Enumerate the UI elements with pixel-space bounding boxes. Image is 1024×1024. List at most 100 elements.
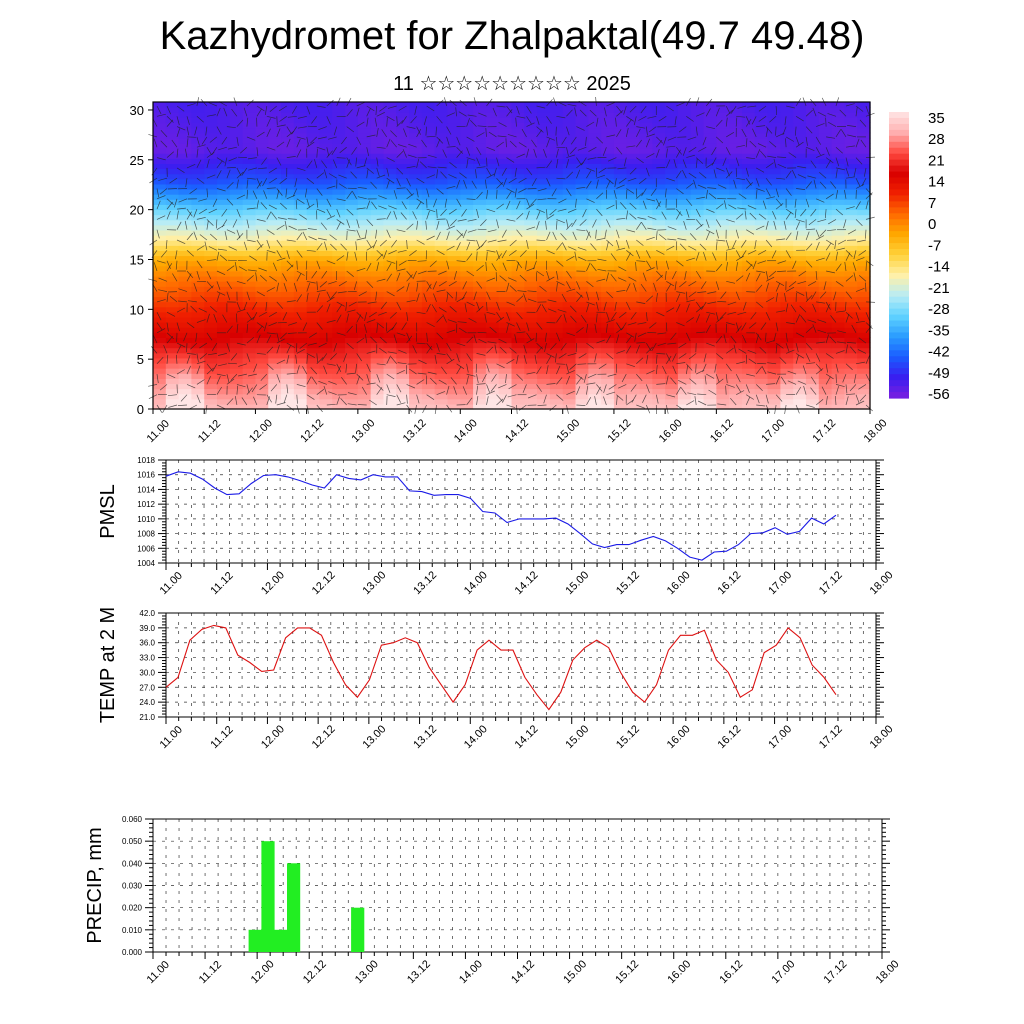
- wind-barb: [431, 304, 437, 313]
- heatmap-cell: [217, 316, 231, 323]
- heatmap-cell: [345, 163, 359, 170]
- wind-barb: [855, 301, 861, 310]
- heatmap-cell: [409, 342, 423, 349]
- wind-barb: [355, 323, 358, 333]
- heatmap-cell: [473, 122, 487, 129]
- heatmap-cell: [268, 286, 282, 292]
- heatmap-cell: [421, 214, 436, 221]
- heatmap-cell: [255, 250, 269, 257]
- heatmap-cell: [601, 352, 615, 359]
- wind-barb: [316, 188, 323, 196]
- heatmap-cell: [409, 378, 423, 385]
- heatmap-cell: [268, 352, 282, 359]
- heatmap-cell: [409, 224, 423, 231]
- wind-barb: [321, 270, 328, 279]
- heatmap-cell: [665, 137, 679, 144]
- heatmap-cell: [460, 229, 474, 236]
- heatmap-cell: [345, 306, 359, 313]
- heatmap-cell: [434, 245, 449, 251]
- wind-barb: [556, 363, 566, 365]
- heatmap-cell: [306, 107, 321, 113]
- heatmap-cell: [818, 260, 833, 267]
- wind-barb: [750, 311, 757, 320]
- heatmap-cell: [473, 163, 487, 170]
- wind-barb: [361, 386, 368, 395]
- heatmap-cell: [498, 275, 513, 282]
- heatmap-cell: [639, 194, 653, 200]
- wind-barb: [350, 171, 357, 179]
- heatmap-cell: [741, 127, 756, 134]
- heatmap-cell: [178, 153, 193, 159]
- heatmap-cell: [844, 142, 858, 149]
- heatmap-cell: [575, 148, 589, 154]
- wind-barb: [550, 342, 557, 351]
- heatmap-cell: [191, 102, 205, 108]
- wind-barb: [486, 390, 495, 396]
- heatmap-cell: [524, 270, 538, 277]
- heatmap-cell: [217, 194, 231, 200]
- heatmap-cell: [306, 393, 321, 400]
- heatmap-cell: [421, 219, 436, 226]
- heatmap-cell: [524, 137, 538, 144]
- heatmap-cell: [153, 112, 167, 118]
- wind-barb: [328, 380, 337, 385]
- heatmap-cell: [741, 296, 756, 303]
- heatmap-cell: [217, 347, 231, 354]
- wind-barb: [757, 260, 767, 264]
- heatmap-cell: [306, 368, 321, 374]
- wind-barb: [777, 270, 787, 272]
- heatmap-cell: [805, 398, 820, 405]
- heatmap-cell: [562, 347, 577, 354]
- wind-barb: [828, 219, 837, 225]
- wind-barb: [815, 229, 820, 239]
- heatmap-cell: [229, 178, 244, 185]
- wind-barb: [735, 262, 738, 272]
- heatmap-cell: [857, 158, 871, 164]
- heatmap-cell: [434, 281, 449, 287]
- heatmap-cell: [575, 168, 589, 175]
- wind-barb: [830, 181, 837, 189]
- heatmap-cell: [370, 112, 385, 118]
- heatmap-cell: [434, 235, 449, 241]
- heatmap-cell: [690, 107, 705, 113]
- heatmap-cell: [537, 229, 551, 236]
- heatmap-cell: [204, 209, 218, 216]
- wind-barb: [393, 210, 398, 220]
- heatmap-cell: [153, 265, 167, 272]
- heatmap-cell: [601, 316, 615, 323]
- heatmap-cell: [857, 357, 871, 364]
- heatmap-cell: [306, 224, 321, 231]
- heatmap-cell: [268, 296, 282, 303]
- heatmap-cell: [332, 194, 346, 200]
- wind-barb: [595, 229, 597, 239]
- heatmap-cell: [396, 188, 410, 195]
- heatmap-cell: [204, 357, 218, 364]
- heatmap-cell: [716, 122, 730, 129]
- heatmap-cell: [780, 255, 794, 262]
- heatmap-cell: [780, 306, 794, 313]
- heatmap-cell: [767, 362, 781, 369]
- heatmap-cell: [805, 250, 820, 257]
- heatmap-cell: [396, 260, 410, 267]
- heatmap-cell: [703, 240, 717, 246]
- heatmap-cell: [409, 352, 423, 359]
- heatmap-cell: [421, 158, 436, 164]
- heatmap-cell: [626, 357, 641, 364]
- heatmap-cell: [357, 229, 372, 236]
- heatmap-cell: [153, 260, 167, 267]
- wind-barb: [426, 322, 435, 328]
- heatmap-cell: [767, 255, 781, 262]
- heatmap-cell: [793, 235, 807, 241]
- heatmap-cell: [242, 362, 257, 369]
- heatmap-cell: [588, 383, 602, 390]
- heatmap-cell: [229, 214, 244, 221]
- heatmap-cell: [690, 322, 705, 328]
- heatmap-cell: [498, 122, 513, 129]
- heatmap-cell: [383, 383, 397, 390]
- heatmap-cell: [447, 194, 461, 200]
- wind-barb: [655, 231, 658, 241]
- heatmap-cell: [549, 357, 564, 364]
- heatmap-cell: [805, 368, 820, 374]
- heatmap-cell: [242, 163, 257, 170]
- heatmap-cell: [639, 102, 653, 108]
